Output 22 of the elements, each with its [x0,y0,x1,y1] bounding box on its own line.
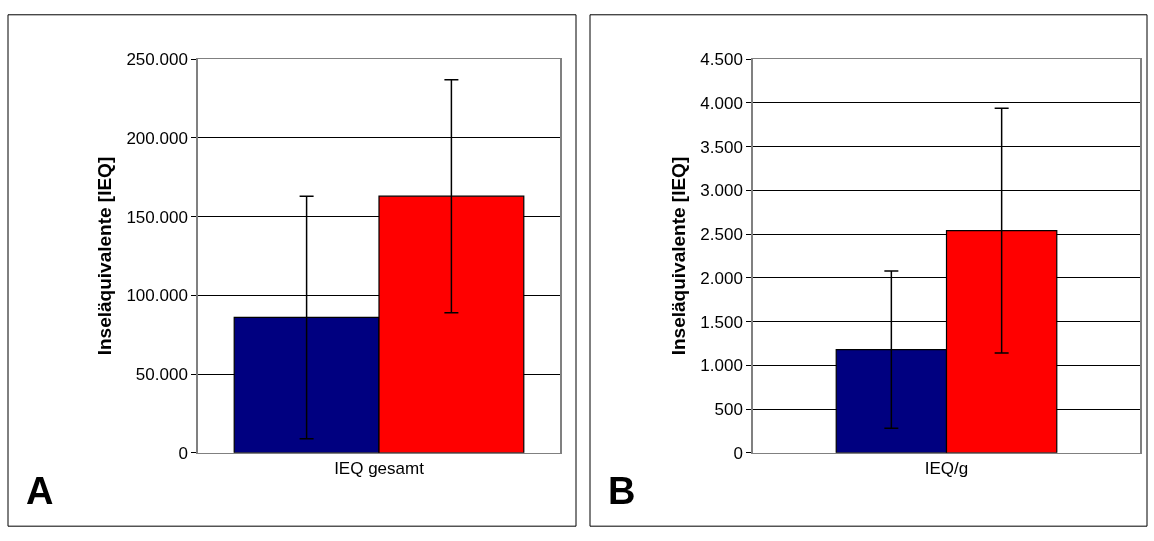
y-axis-title: Inseläquivalente [IEQ] [667,156,689,356]
y-tick-label: 0 [733,443,743,463]
y-tick-label: 250.000 [126,50,188,70]
x-tick-label: IEQ/g [924,459,969,479]
y-tick-label: 200.000 [126,128,188,148]
y-tick-label: 3.500 [700,137,743,157]
y-tick-label: 500 [714,400,743,420]
y-tick-label: 1.500 [700,312,743,332]
y-tick-label: 4.500 [700,50,743,70]
text: B [608,470,636,512]
y-tick-label: 0 [178,443,188,463]
y-tick-label: 2.000 [700,268,743,288]
y-tick-label: 2.500 [700,225,743,245]
y-tick-label: 100.000 [126,286,188,306]
y-tick-label: 4.000 [700,93,743,113]
y-tick-label: 150.000 [126,207,188,227]
y-tick-label: 1.000 [700,356,743,376]
text: A [26,470,54,512]
x-tick-label: IEQ gesamt [334,459,425,479]
y-tick-label: 50.000 [135,365,188,385]
y-axis-title: Inseläquivalente [IEQ] [93,156,115,356]
y-tick-label: 3.000 [700,181,743,201]
